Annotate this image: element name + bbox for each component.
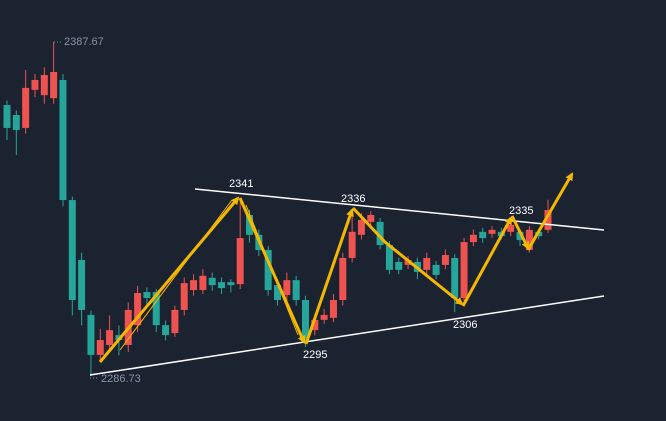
- candle-body: [311, 319, 319, 331]
- candle-body: [357, 219, 365, 235]
- candle-body: [283, 280, 291, 296]
- candle-body: [525, 229, 533, 251]
- candle-body: [227, 282, 235, 286]
- candle-body: [274, 285, 281, 300]
- candle-body: [348, 231, 356, 258]
- wave-arrows: [98, 172, 574, 363]
- price-label: 2387.67: [64, 36, 104, 48]
- candle-body: [199, 275, 207, 291]
- candle-body: [12, 115, 20, 130]
- support-line: [89, 295, 605, 376]
- candle-body: [190, 280, 198, 291]
- candle-body: [87, 314, 95, 355]
- arrow: [245, 204, 299, 336]
- candle-body: [31, 79, 39, 90]
- candle-body: [423, 257, 431, 270]
- candle-body: [395, 261, 403, 270]
- candle-body: [264, 250, 272, 291]
- candle-body: [376, 221, 384, 246]
- price-label: 2286.73: [101, 373, 141, 385]
- candle-body: [320, 314, 328, 320]
- arrow: [461, 216, 513, 307]
- price-label: 2341: [229, 178, 253, 190]
- price-label: 2306: [453, 319, 477, 331]
- annotations: 2387.67 2286.73 2341 2336 2335 2295 2306: [64, 36, 533, 385]
- price-label: 2295: [303, 349, 327, 361]
- arrow: [510, 215, 530, 250]
- candle-body: [40, 74, 48, 96]
- candle-body: [59, 79, 67, 201]
- candles: [3, 42, 552, 376]
- candle-body: [180, 283, 188, 310]
- price-label: 2336: [341, 193, 365, 205]
- candle-body: [488, 229, 496, 234]
- candle-body: [544, 209, 552, 230]
- candle-body: [516, 231, 524, 241]
- candle-body: [218, 282, 226, 289]
- candle-body: [50, 72, 58, 99]
- candle-body: [292, 280, 300, 300]
- extreme-leaders: [54, 41, 99, 379]
- candle-body: [469, 234, 477, 243]
- candle-body: [143, 292, 151, 299]
- candle-body: [479, 231, 487, 239]
- arrow: [304, 208, 354, 345]
- thin-arrows: [119, 199, 299, 351]
- candle-body: [301, 299, 309, 341]
- candle-body: [385, 245, 393, 270]
- arrow: [526, 172, 574, 251]
- candle-body: [339, 257, 347, 300]
- arrow: [98, 196, 240, 363]
- candle-body: [78, 259, 86, 310]
- candle-body: [3, 105, 11, 128]
- candle-body: [507, 224, 515, 232]
- resistance-line: [194, 188, 605, 231]
- candle-body: [22, 87, 30, 128]
- candle-body: [246, 214, 254, 235]
- candle-body: [451, 257, 459, 299]
- candle-body: [236, 238, 244, 285]
- candle-body: [367, 214, 375, 222]
- candle-body: [329, 299, 337, 318]
- candle-body: [171, 309, 179, 334]
- candle-body: [208, 277, 216, 286]
- candle-body: [460, 242, 468, 299]
- candle-body: [106, 330, 114, 345]
- candle-body: [96, 340, 104, 355]
- arrow: [119, 199, 233, 351]
- candle-body: [68, 200, 76, 300]
- candle-body: [432, 264, 440, 275]
- price-label: 2335: [509, 205, 533, 217]
- candle-body: [441, 254, 449, 265]
- candle-body: [162, 325, 170, 336]
- candle-body: [134, 293, 142, 326]
- arrow: [351, 206, 464, 306]
- candle-body: [152, 292, 160, 326]
